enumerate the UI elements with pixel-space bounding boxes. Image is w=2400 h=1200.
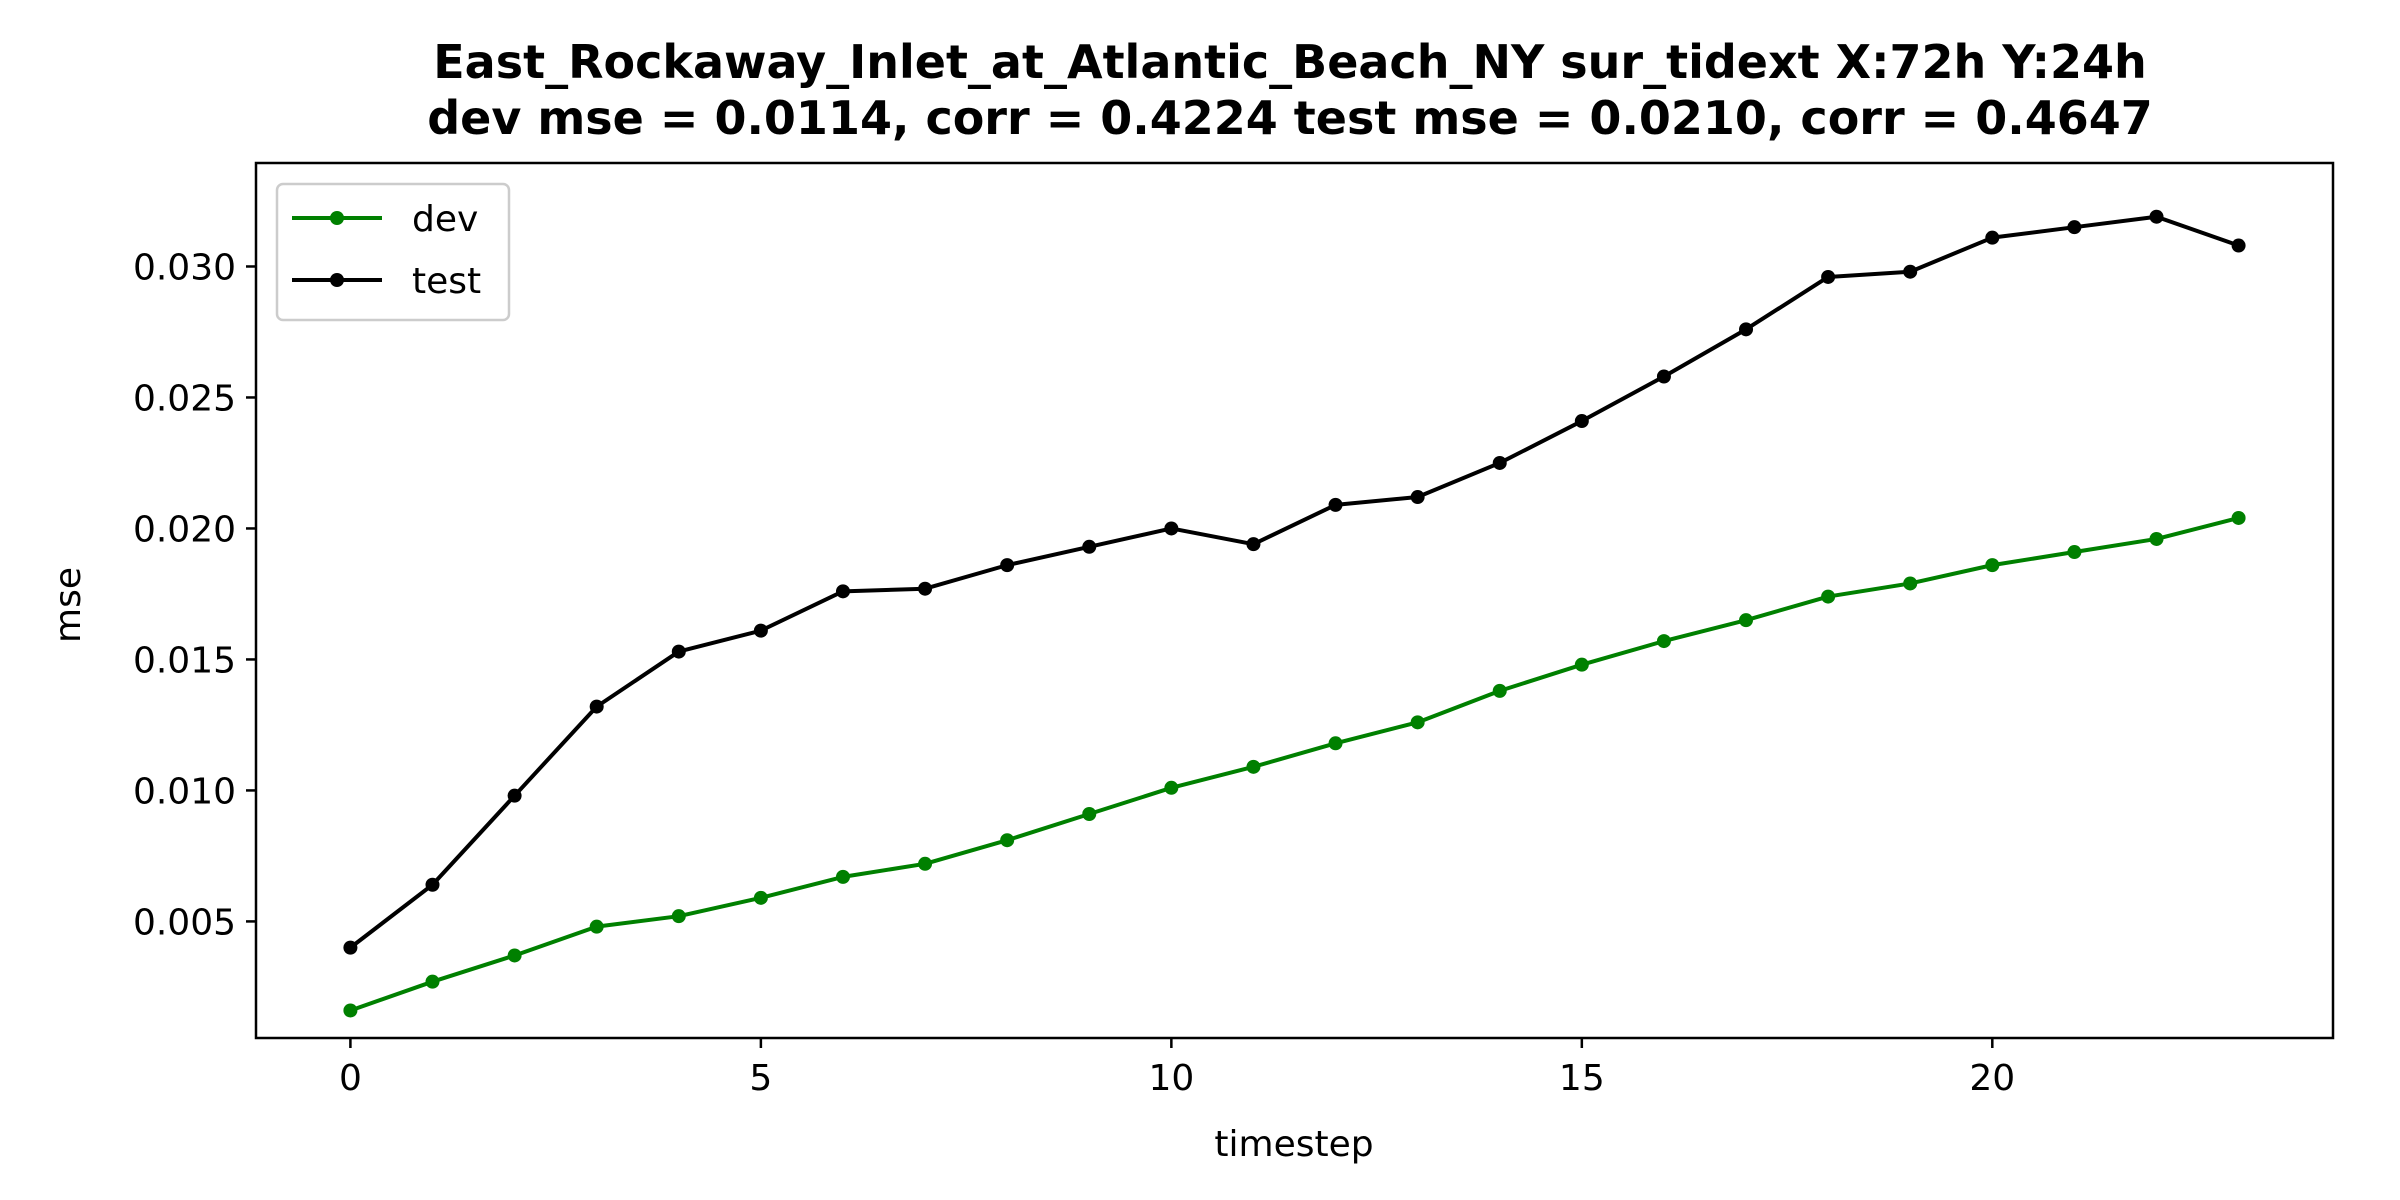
data-point-test bbox=[1164, 521, 1179, 536]
data-point-dev bbox=[1328, 736, 1343, 751]
x-tick-label: 15 bbox=[1559, 1058, 1605, 1099]
x-tick-label: 10 bbox=[1148, 1058, 1194, 1099]
data-point-test bbox=[671, 644, 686, 659]
series-line-test bbox=[349, 214, 2240, 950]
data-point-test bbox=[835, 584, 850, 599]
data-point-test bbox=[1656, 369, 1671, 384]
data-point-dev bbox=[1164, 780, 1179, 795]
y-tick-label: 0.020 bbox=[133, 509, 236, 550]
x-axis-label: timestep bbox=[1214, 1124, 1373, 1165]
data-point-dev bbox=[671, 909, 686, 924]
data-point-dev bbox=[343, 1003, 358, 1018]
data-point-dev bbox=[1410, 715, 1425, 730]
data-point-dev bbox=[1246, 759, 1261, 774]
y-tick-label: 0.025 bbox=[133, 378, 236, 419]
data-point-test bbox=[1492, 455, 1507, 470]
data-point-test bbox=[1574, 414, 1589, 429]
data-point-test bbox=[2149, 209, 2164, 224]
data-point-dev bbox=[1985, 558, 2000, 573]
data-point-dev bbox=[2067, 545, 2082, 560]
data-point-test bbox=[1903, 264, 1918, 279]
data-point-test bbox=[507, 788, 522, 803]
y-tick-label: 0.015 bbox=[133, 640, 236, 681]
data-point-dev bbox=[589, 919, 604, 934]
legend-marker-test bbox=[330, 273, 344, 287]
data-point-dev bbox=[1656, 634, 1671, 649]
data-point-dev bbox=[2231, 510, 2246, 525]
y-tick-label: 0.030 bbox=[133, 247, 236, 288]
data-point-test bbox=[1000, 558, 1015, 573]
x-tick-label: 5 bbox=[749, 1058, 772, 1099]
series-line-dev bbox=[349, 516, 2240, 1013]
data-point-test bbox=[1410, 490, 1425, 505]
series-dev bbox=[343, 510, 2246, 1018]
legend-entry-test: test bbox=[292, 261, 481, 302]
legend: dev test bbox=[275, 182, 511, 322]
chart-subtitle: dev mse = 0.0114, corr = 0.4224 test mse… bbox=[427, 91, 2153, 145]
legend-marker-dev bbox=[330, 211, 344, 225]
data-point-test bbox=[918, 581, 933, 596]
series-test bbox=[343, 209, 2246, 955]
data-point-dev bbox=[753, 890, 768, 905]
legend-label-test: test bbox=[412, 261, 481, 302]
data-point-test bbox=[2231, 238, 2246, 253]
data-point-dev bbox=[1739, 613, 1754, 628]
data-point-dev bbox=[1492, 683, 1507, 698]
data-point-dev bbox=[835, 869, 850, 884]
data-point-dev bbox=[1574, 657, 1589, 672]
data-point-test bbox=[343, 940, 358, 955]
data-point-test bbox=[1739, 322, 1754, 337]
data-point-test bbox=[589, 699, 604, 714]
y-axis-label: mse bbox=[48, 567, 89, 643]
legend-label-dev: dev bbox=[412, 199, 478, 240]
data-point-dev bbox=[2149, 531, 2164, 546]
data-point-test bbox=[1821, 269, 1836, 284]
data-point-test bbox=[1328, 497, 1343, 512]
data-point-dev bbox=[425, 974, 440, 989]
y-tick-label: 0.010 bbox=[133, 771, 236, 812]
plot-frame bbox=[254, 161, 2335, 1040]
data-point-test bbox=[1985, 230, 2000, 245]
data-point-test bbox=[2067, 220, 2082, 235]
x-tick-label: 20 bbox=[1969, 1058, 2015, 1099]
data-point-test bbox=[425, 877, 440, 892]
legend-entry-dev: dev bbox=[292, 199, 478, 240]
chart-title: East_Rockaway_Inlet_at_Atlantic_Beach_NY… bbox=[433, 35, 2147, 89]
data-point-dev bbox=[1082, 807, 1097, 822]
data-point-test bbox=[1246, 537, 1261, 552]
series-layer bbox=[343, 209, 2246, 1018]
x-tick-label: 0 bbox=[339, 1058, 362, 1099]
x-axis-ticks: 0 5 10 15 20 bbox=[339, 1038, 2015, 1099]
y-tick-label: 0.005 bbox=[133, 902, 236, 943]
data-point-test bbox=[1082, 539, 1097, 554]
data-point-dev bbox=[1903, 576, 1918, 591]
data-point-dev bbox=[918, 856, 933, 871]
data-point-dev bbox=[1000, 833, 1015, 848]
data-point-dev bbox=[1821, 589, 1836, 604]
data-point-dev bbox=[507, 948, 522, 963]
data-point-test bbox=[753, 623, 768, 638]
y-axis-ticks: 0.005 0.010 0.015 0.020 0.025 0.030 bbox=[133, 247, 256, 943]
